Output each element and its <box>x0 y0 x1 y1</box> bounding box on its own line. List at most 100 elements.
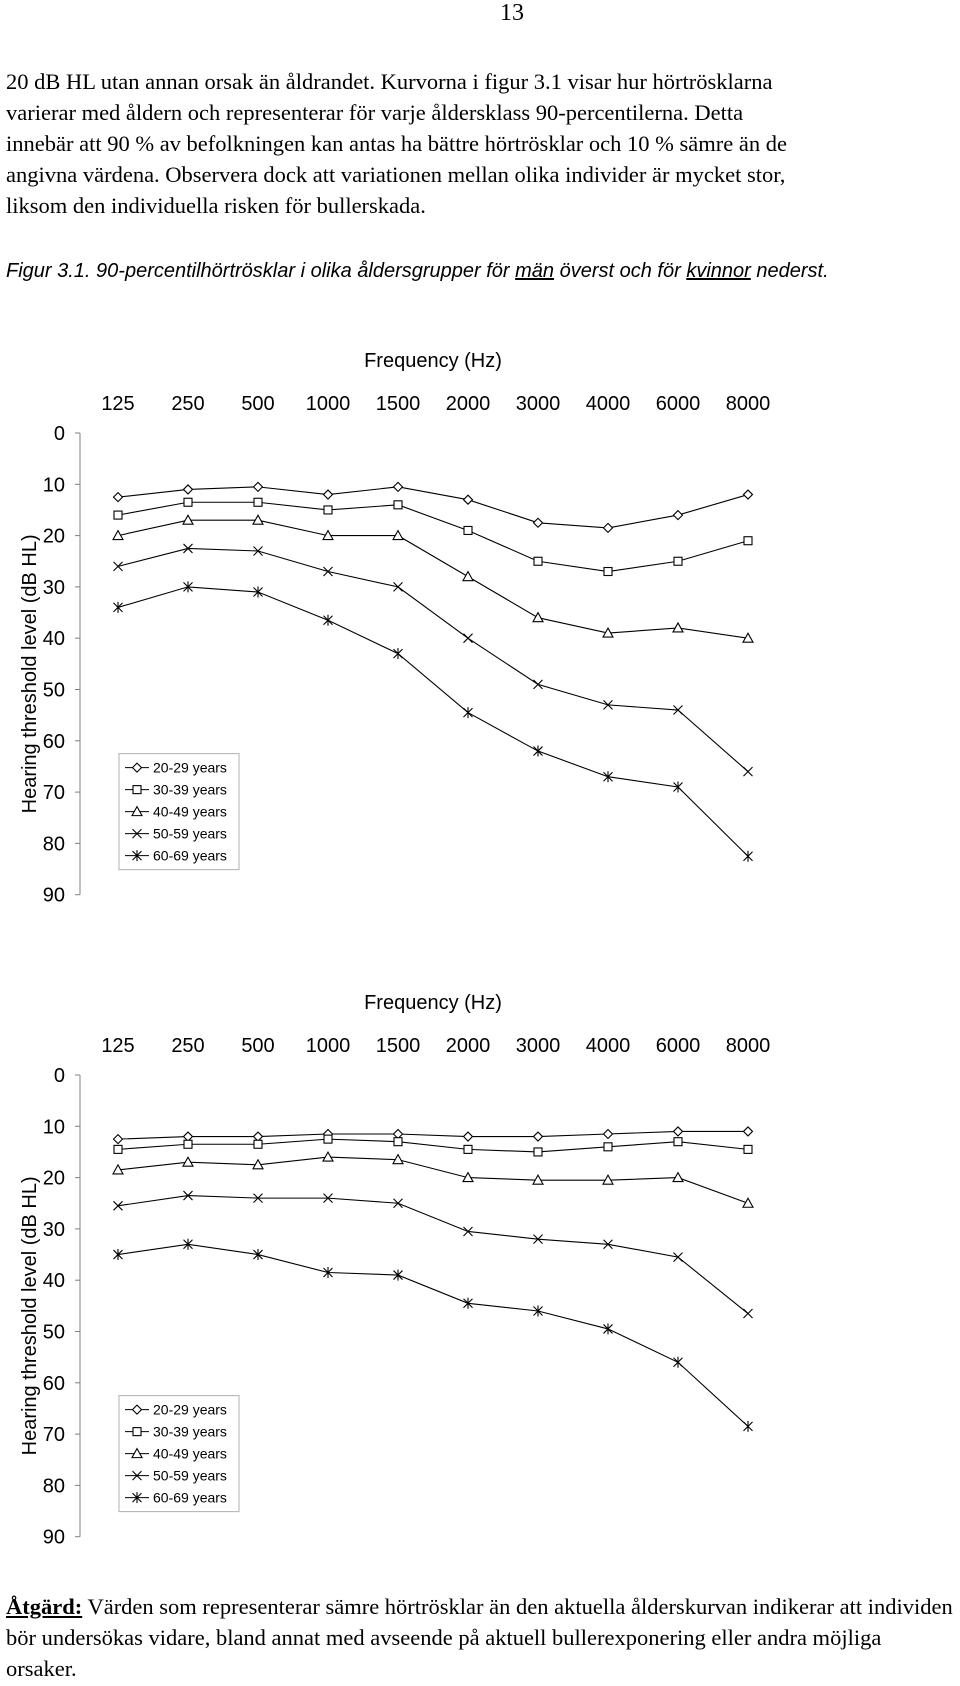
data-point <box>742 632 754 643</box>
x-tick-label: 3000 <box>516 1035 561 1057</box>
x-tick-label: 250 <box>171 1035 204 1057</box>
data-point <box>533 556 543 566</box>
data-point <box>532 1174 544 1185</box>
data-point <box>323 505 333 515</box>
series-50-59-years <box>113 543 753 777</box>
series-line <box>117 1243 749 1427</box>
legend-label: 30-39 years <box>153 1424 227 1440</box>
chart-women-svg: Frequency (Hz)125 250 500 1000 1500 2000 3000 4… <box>19 992 770 1549</box>
y-tick-label: 30 <box>43 1219 65 1241</box>
y-tick-label: 40 <box>43 1270 65 1292</box>
y-tick-label: 30 <box>43 577 65 599</box>
x-tick-label: 4000 <box>586 1035 631 1057</box>
data-point <box>743 536 753 546</box>
data-point <box>463 1226 473 1237</box>
data-point <box>462 1131 474 1142</box>
series-line <box>117 1195 749 1314</box>
data-point <box>602 626 614 638</box>
data-point <box>673 1252 683 1263</box>
series-30-39-years <box>113 1134 753 1157</box>
chart-women: Frequency (Hz) 125 250 500 1000 1500 2000 3000 4… <box>0 982 960 1552</box>
data-point <box>113 1249 123 1261</box>
data-point <box>673 781 683 793</box>
action-paragraph: Åtgärd: Värden som representerar sämre h… <box>6 1591 956 1684</box>
data-point <box>112 1163 124 1175</box>
series-60-69-years <box>113 581 753 862</box>
data-point <box>183 581 193 593</box>
data-point <box>252 481 264 493</box>
legend-marker <box>132 1427 142 1437</box>
data-point <box>672 509 684 521</box>
x-tick-label: 4000 <box>586 393 631 415</box>
x-tick-label: 250 <box>171 393 204 415</box>
data-point <box>113 561 123 572</box>
data-point <box>462 570 474 582</box>
data-point <box>252 1158 264 1170</box>
x-axis-title: Frequency (Hz) <box>364 350 502 372</box>
series-line <box>117 547 749 772</box>
y-tick-label: 20 <box>43 526 65 548</box>
data-point <box>252 514 264 525</box>
data-point <box>463 707 473 719</box>
x-tick-label: 8000 <box>726 393 771 415</box>
data-point <box>112 1133 124 1145</box>
legend-label: 20-29 years <box>153 760 227 776</box>
caption-prefix: Figur 3.1. 90-percentilhörtrösklar i oli… <box>6 260 516 282</box>
y-tick-label: 20 <box>43 1168 65 1190</box>
data-point <box>393 582 403 592</box>
data-point <box>113 601 123 613</box>
legend-label: 30-39 years <box>153 782 227 798</box>
data-point <box>113 1200 123 1211</box>
series-20-29-years <box>112 1126 754 1145</box>
y-tick-label: 40 <box>43 628 65 650</box>
y-tick-label: 50 <box>43 680 65 702</box>
legend: 20-29 years 30-39 years 40-49 years 50-59 y… <box>118 753 240 871</box>
series-line <box>117 519 749 639</box>
data-point <box>253 1139 263 1149</box>
x-tick-label: 6000 <box>656 1035 701 1057</box>
series-30-39-years <box>113 497 753 577</box>
data-point <box>182 1156 194 1167</box>
data-point <box>182 484 194 495</box>
data-point <box>253 546 263 556</box>
data-point <box>393 648 403 660</box>
x-tick-label: 2000 <box>446 393 491 415</box>
data-point <box>533 679 543 690</box>
x-tick-label: 1000 <box>306 1035 351 1057</box>
legend-marker <box>131 805 143 817</box>
x-tick-label: 125 <box>101 1035 134 1057</box>
data-point <box>533 1305 543 1317</box>
data-point <box>742 489 754 500</box>
data-point <box>463 525 473 536</box>
data-point <box>392 481 404 493</box>
caption-women: kvinnor <box>686 260 751 282</box>
legend-label: 40-49 years <box>153 804 227 820</box>
legend-label: 60-69 years <box>153 848 227 864</box>
data-point <box>253 1193 263 1204</box>
x-tick-label: 500 <box>241 393 274 415</box>
y-tick-label: 60 <box>43 731 65 753</box>
data-point <box>743 1420 753 1432</box>
x-tick-label: 125 <box>101 393 134 415</box>
data-point <box>673 556 683 566</box>
x-tick-label: 1500 <box>376 393 421 415</box>
y-axis-title: Hearing threshold level (dB HL) <box>19 1176 41 1455</box>
data-point <box>183 1190 193 1201</box>
data-point <box>393 1269 403 1281</box>
chart-men-svg: Frequency (Hz)125 250 500 1000 1500 2000 3000 4… <box>19 350 771 907</box>
legend-marker <box>131 1404 143 1415</box>
data-point <box>393 1198 403 1209</box>
data-point <box>323 1193 333 1204</box>
data-point <box>673 705 683 715</box>
data-point <box>532 1131 544 1142</box>
y-tick-label: 50 <box>43 1322 65 1344</box>
data-point <box>113 1144 123 1154</box>
chart-men: Frequency (Hz) 125 250 500 1000 1500 2000 3000 4… <box>0 340 960 910</box>
legend-marker <box>132 850 142 862</box>
data-point <box>183 1238 193 1250</box>
series-line <box>117 501 749 573</box>
data-point <box>673 1137 683 1147</box>
legend-marker <box>132 1470 142 1481</box>
legend-marker <box>132 1492 142 1504</box>
data-point <box>533 1147 543 1157</box>
